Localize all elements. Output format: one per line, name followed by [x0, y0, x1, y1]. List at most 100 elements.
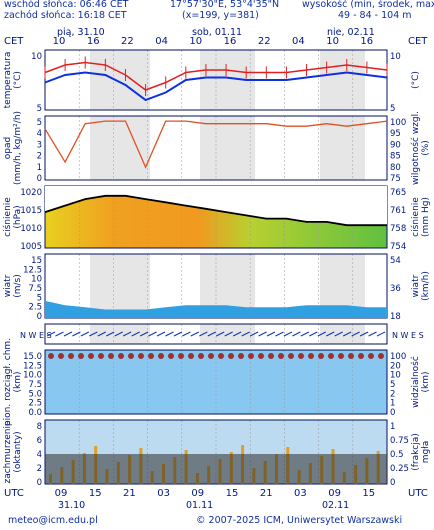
tick-right: 1 — [390, 422, 395, 432]
tick-right: 0 — [390, 408, 395, 418]
hour-top-9: 16 — [360, 36, 373, 47]
cloud-top-dot — [178, 353, 184, 359]
dewpoint-line — [44, 71, 388, 102]
wind-arrow — [80, 331, 90, 337]
wind-arrow — [376, 331, 386, 337]
cloud-top-dot — [238, 353, 244, 359]
hour-bottom-6: 21 — [260, 488, 273, 499]
panel-frame-precip — [44, 115, 388, 181]
night-band — [90, 324, 150, 344]
tick-left: 7.5 — [28, 380, 42, 390]
wind-arrow — [190, 331, 200, 337]
tick-left: 10 — [31, 52, 42, 62]
tick-left: 8 — [37, 422, 42, 432]
wind-arrow — [266, 331, 276, 337]
cloud-top-dot — [248, 353, 254, 359]
wind-arrow — [216, 331, 225, 337]
tick-left: 12.5 — [23, 265, 42, 275]
tick-left: 12.5 — [23, 361, 42, 371]
wind-area — [45, 300, 387, 318]
footer-email[interactable]: meteo@icm.edu.pl — [8, 515, 98, 526]
wind-arrow — [317, 331, 326, 337]
tick-left: 2.5 — [28, 303, 42, 313]
tick-left: 3 — [37, 140, 42, 150]
tick-left: 0 — [37, 312, 42, 322]
night-band — [200, 116, 255, 180]
tick-left: 5.0 — [28, 389, 42, 399]
tick-right: 100 — [390, 118, 406, 128]
cloud-top-dot — [308, 353, 314, 359]
wind-arrow — [165, 331, 174, 337]
wind-arrow — [207, 331, 216, 337]
cloud-top-dot — [298, 353, 304, 359]
cloud-top-dot — [48, 353, 54, 359]
tick-left: 5 — [37, 293, 42, 303]
tick-left: 2 — [37, 152, 42, 162]
wind-arrow — [173, 331, 183, 337]
wind-arrow — [258, 331, 267, 337]
hour-bottom-9: 15 — [362, 488, 375, 499]
label-left-visibility: (km) — [13, 371, 23, 392]
cloud-top-dot — [148, 353, 154, 359]
low-cloud — [45, 454, 387, 484]
cloud-top-dot — [348, 353, 354, 359]
wind-arrow — [232, 331, 242, 337]
day-bottom-1: 01.11 — [186, 500, 213, 511]
label-right-wind: wiatr — [411, 274, 421, 297]
cloud-top-dot — [98, 353, 104, 359]
tick-left: 15.0 — [23, 352, 42, 362]
cloud-top-dot — [258, 353, 264, 359]
cloud-top-dot — [158, 353, 164, 359]
night-band — [90, 116, 150, 180]
cloud-top-dot — [78, 353, 84, 359]
hour-top-2: 22 — [121, 36, 134, 47]
cloud-top-dot — [128, 353, 134, 359]
tick-right: 75 — [390, 174, 401, 184]
day-bottom-2: 02.11 — [322, 500, 349, 511]
cloud-top-dot — [188, 353, 194, 359]
label-right-precip: wilgotność wzgl. — [410, 111, 421, 185]
cloud-top-dot — [118, 353, 124, 359]
label-left-clouds: (oktanty) — [13, 431, 23, 472]
tick-right: 765 — [390, 188, 406, 198]
cloud-top-dot — [318, 353, 324, 359]
wind-arrow — [275, 331, 284, 337]
tick-right: 36 — [390, 284, 401, 294]
cloud-top-dot — [368, 353, 374, 359]
wind-arrow — [182, 331, 191, 337]
label-right-visibility: (km) — [421, 371, 431, 392]
label-left-temperature: (°C) — [13, 71, 23, 89]
label-right-visibility: widzialność — [410, 356, 421, 408]
tick-left: 1005 — [20, 242, 42, 252]
hour-top-1: 16 — [87, 36, 100, 47]
night-band — [90, 254, 150, 318]
tick-left: 5 — [37, 118, 42, 128]
tick-right: 10 — [390, 52, 401, 62]
tick-left: 1020 — [20, 188, 42, 198]
night-band — [200, 324, 255, 344]
wind-arrow — [342, 331, 352, 337]
hour-bottom-0: 09 — [55, 488, 68, 499]
label-right-clouds: (frakcja) — [411, 433, 421, 471]
tick-right: 0.75 — [390, 436, 409, 446]
wind-arrow — [139, 331, 149, 337]
tick-left: 6 — [37, 436, 42, 446]
label-right-precip: (%) — [421, 140, 431, 156]
tick-left: 4 — [37, 129, 42, 139]
hour-bottom-3: 03 — [157, 488, 170, 499]
hour-bottom-7: 03 — [294, 488, 307, 499]
hour-bottom-4: 09 — [191, 488, 204, 499]
cloud-top-dot — [108, 353, 114, 359]
hour-top-3: 04 — [155, 36, 168, 47]
hour-top-4: 10 — [189, 36, 202, 47]
label-left-pressure: ciśnienie — [2, 197, 13, 237]
panel-frame-visibility — [44, 349, 388, 415]
cloud-top-dot — [378, 353, 384, 359]
tick-right: 18 — [390, 312, 401, 322]
tick-left: 0.0 — [28, 408, 42, 418]
wind-arrow — [249, 331, 259, 337]
wind-arrow — [334, 331, 343, 337]
cloud-top-dot — [168, 353, 174, 359]
tick-left: 10 — [31, 275, 42, 285]
